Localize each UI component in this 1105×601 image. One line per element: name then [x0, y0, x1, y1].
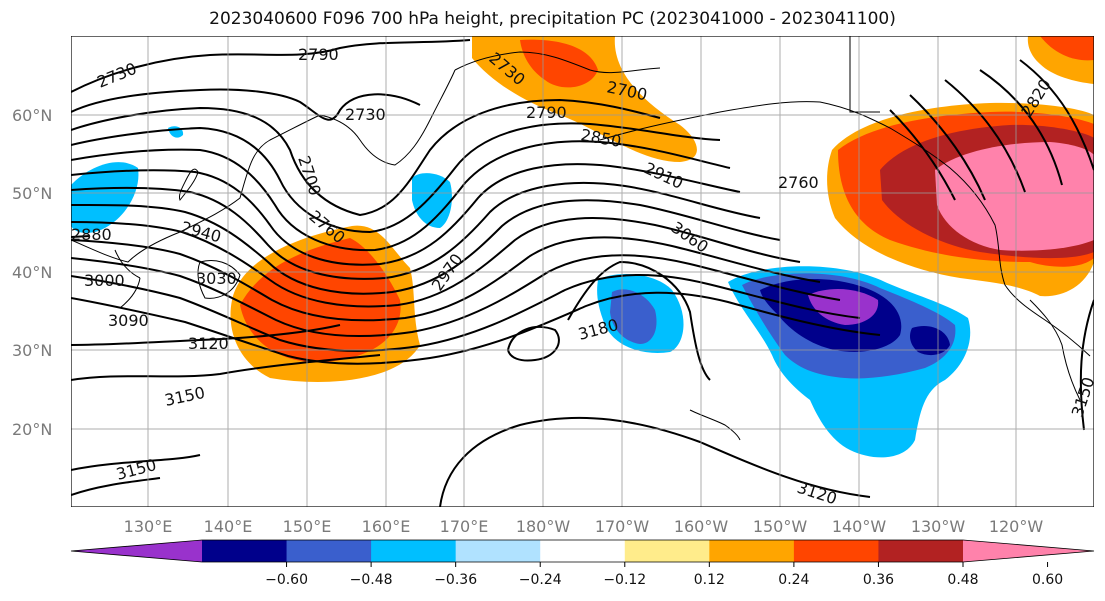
contour-label: 2790: [298, 45, 339, 64]
lon-label: 170°E: [440, 517, 489, 536]
colorbar-tick-label: −0.36: [434, 572, 477, 588]
contour-label: 2790: [526, 103, 567, 122]
lon-label: 140°W: [832, 517, 887, 536]
colorbar-segment: [202, 540, 288, 562]
colorbar-tick-label: 0.60: [1032, 572, 1063, 588]
colorbar-tick-label: −0.48: [350, 572, 393, 588]
colorbar-segment: [540, 540, 626, 562]
colorbar-segment: [878, 540, 964, 562]
negative-precip-shading: [71, 126, 971, 458]
contour-label: 2760: [778, 173, 819, 192]
lon-label: 170°W: [595, 517, 650, 536]
lon-label: 140°E: [204, 517, 253, 536]
coastlines: [71, 36, 1091, 441]
colorbar-tick-label: −0.12: [603, 572, 646, 588]
colorbar: −0.60 −0.48 −0.36 −0.24 −0.12 0.12 0.24 0.36 0.4…: [70, 539, 1095, 588]
lat-label: 20°N: [12, 420, 52, 439]
map-panel: 2730 2790 2730 2700 2790 2730 2850 2700 …: [71, 36, 1094, 507]
contour-label: 3090: [108, 311, 149, 330]
colorbar-segment: [286, 540, 372, 562]
colorbar-tick-label: 0.36: [863, 572, 894, 588]
map-title: 2023040600 F096 700 hPa height, precipit…: [209, 9, 896, 29]
colorbar-segment: [793, 540, 879, 562]
height-contours: [71, 39, 1094, 507]
lon-label: 130°W: [911, 517, 966, 536]
contour-label: 2880: [71, 225, 112, 244]
contour-label: 3120: [188, 334, 229, 353]
colorbar-segment: [455, 540, 541, 562]
lon-label: 180°W: [516, 517, 571, 536]
colorbar-tick-label: 0.12: [694, 572, 725, 588]
latitude-labels: 60°N 50°N 40°N 30°N 20°N: [12, 106, 52, 439]
contour-label: 2730: [345, 105, 386, 124]
colorbar-extend-low: [71, 540, 202, 562]
lon-label: 130°E: [124, 517, 173, 536]
longitude-labels: 130°E 140°E 150°E 160°E 170°E 180°W 170°…: [124, 517, 1044, 536]
colorbar-segment: [709, 540, 795, 562]
graticule: [71, 36, 1094, 507]
colorbar-tick-label: 0.24: [778, 572, 809, 588]
colorbar-tick-label: −0.60: [265, 572, 308, 588]
colorbar-tick-label: −0.24: [519, 572, 562, 588]
contour-label: 3030: [196, 269, 237, 288]
colorbar-segment: [624, 540, 710, 562]
lon-label: 150°E: [283, 517, 332, 536]
colorbar-outline: [70, 539, 1095, 563]
colorbar-segment: [371, 540, 457, 562]
lon-label: 160°W: [674, 517, 729, 536]
colorbar-extend-high: [963, 540, 1094, 562]
lat-label: 30°N: [12, 341, 52, 360]
colorbar-tick-label: 0.48: [947, 572, 978, 588]
lon-label: 160°E: [362, 517, 411, 536]
lat-label: 50°N: [12, 184, 52, 203]
lon-label: 120°W: [989, 517, 1044, 536]
lon-label: 150°W: [753, 517, 808, 536]
lat-label: 60°N: [12, 106, 52, 125]
contour-label: 3000: [84, 271, 125, 290]
lat-label: 40°N: [12, 263, 52, 282]
